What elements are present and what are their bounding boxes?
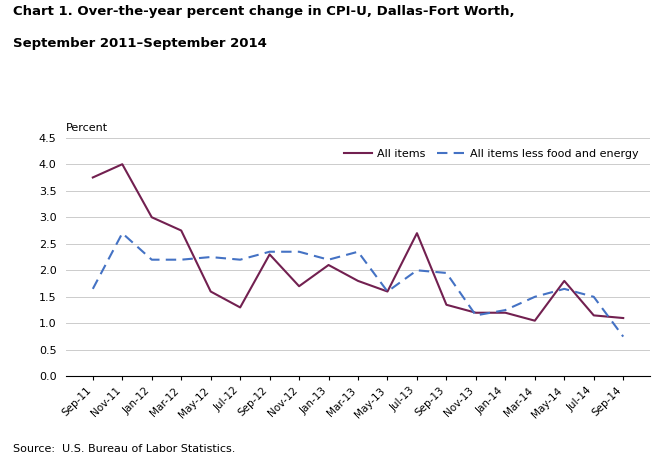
Line: All items less food and energy: All items less food and energy <box>93 233 623 336</box>
All items less food and energy <box>177 257 185 263</box>
Text: Chart 1. Over-the-year percent change in CPI-U, Dallas-Fort Worth,: Chart 1. Over-the-year percent change in… <box>13 5 515 17</box>
All items <box>560 278 568 284</box>
All items <box>148 214 156 220</box>
All items <box>531 318 539 324</box>
All items less food and energy <box>501 308 509 313</box>
All items <box>442 302 450 308</box>
All items <box>89 175 97 180</box>
Text: September 2011–September 2014: September 2011–September 2014 <box>13 37 267 50</box>
All items less food and energy <box>118 230 126 236</box>
All items <box>177 228 185 233</box>
Text: Source:  U.S. Bureau of Labor Statistics.: Source: U.S. Bureau of Labor Statistics. <box>13 444 235 454</box>
All items <box>236 305 244 310</box>
All items less food and energy <box>442 270 450 276</box>
Text: Percent: Percent <box>66 123 109 133</box>
All items less food and energy <box>413 268 421 273</box>
All items less food and energy <box>354 249 362 254</box>
All items <box>619 315 627 321</box>
All items less food and energy <box>531 294 539 300</box>
All items less food and energy <box>207 254 215 260</box>
All items <box>413 230 421 236</box>
All items less food and energy <box>590 294 598 300</box>
All items less food and energy <box>383 289 391 294</box>
All items <box>501 310 509 315</box>
All items less food and energy <box>295 249 303 254</box>
All items <box>472 310 480 315</box>
All items less food and energy <box>619 334 627 339</box>
All items less food and energy <box>89 286 97 291</box>
All items less food and energy <box>472 313 480 318</box>
Legend: All items, All items less food and energy: All items, All items less food and energ… <box>338 143 644 164</box>
All items <box>354 278 362 284</box>
All items <box>383 289 391 294</box>
All items less food and energy <box>148 257 156 263</box>
All items <box>266 252 274 257</box>
All items <box>590 313 598 318</box>
All items <box>118 162 126 167</box>
All items less food and energy <box>560 286 568 291</box>
All items less food and energy <box>325 257 333 263</box>
All items <box>325 262 333 268</box>
Line: All items: All items <box>93 164 623 321</box>
All items less food and energy <box>236 257 244 263</box>
All items <box>207 289 215 294</box>
All items <box>295 284 303 289</box>
All items less food and energy <box>266 249 274 254</box>
